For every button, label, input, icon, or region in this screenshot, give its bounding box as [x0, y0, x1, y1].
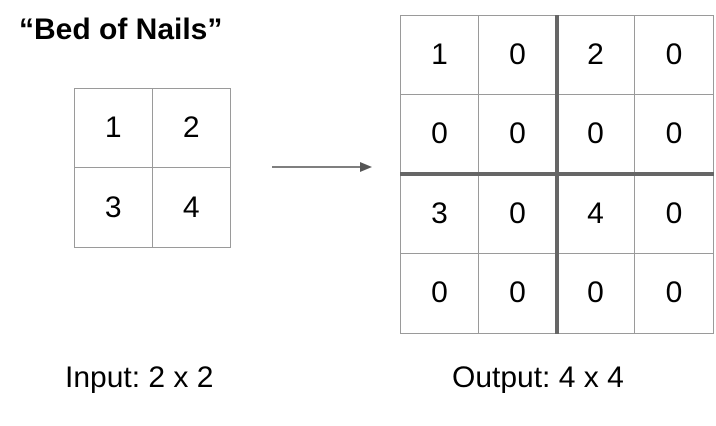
output-cell-2-3: 0	[635, 175, 713, 254]
output-cell-3-1: 0	[479, 253, 557, 333]
output-cell-0-0: 1	[401, 16, 479, 96]
input-cell-0-0: 1	[75, 89, 153, 168]
output-cell-1-3: 0	[635, 95, 713, 175]
output-horizontal-divider	[400, 172, 714, 176]
output-cell-1-1: 0	[479, 95, 557, 175]
input-cell-1-0: 3	[75, 168, 153, 247]
output-cell-0-1: 0	[479, 16, 557, 96]
input-cell-1-1: 4	[182, 190, 200, 224]
output-caption: Output: 4 x 4	[452, 361, 624, 394]
input-caption: Input: 2 x 2	[65, 361, 214, 394]
diagram-title: “Bed of Nails”	[19, 13, 223, 46]
output-cell-2-2: 4	[557, 174, 635, 254]
output-cell-3-3: 0	[665, 276, 683, 310]
output-cell-1-2: 0	[557, 95, 635, 175]
arrow-icon	[272, 162, 372, 172]
input-grid: 1 2 3 4	[74, 88, 231, 248]
input-cell-0-1: 2	[152, 89, 230, 168]
output-cell-3-0: 0	[401, 253, 479, 333]
output-cell-0-2: 2	[557, 16, 635, 96]
output-cell-2-0: 3	[401, 174, 479, 254]
output-cell-0-3: 0	[635, 16, 713, 96]
output-cell-3-2: 0	[557, 253, 635, 333]
output-cell-1-0: 0	[401, 95, 479, 175]
output-cell-2-1: 0	[479, 174, 557, 254]
